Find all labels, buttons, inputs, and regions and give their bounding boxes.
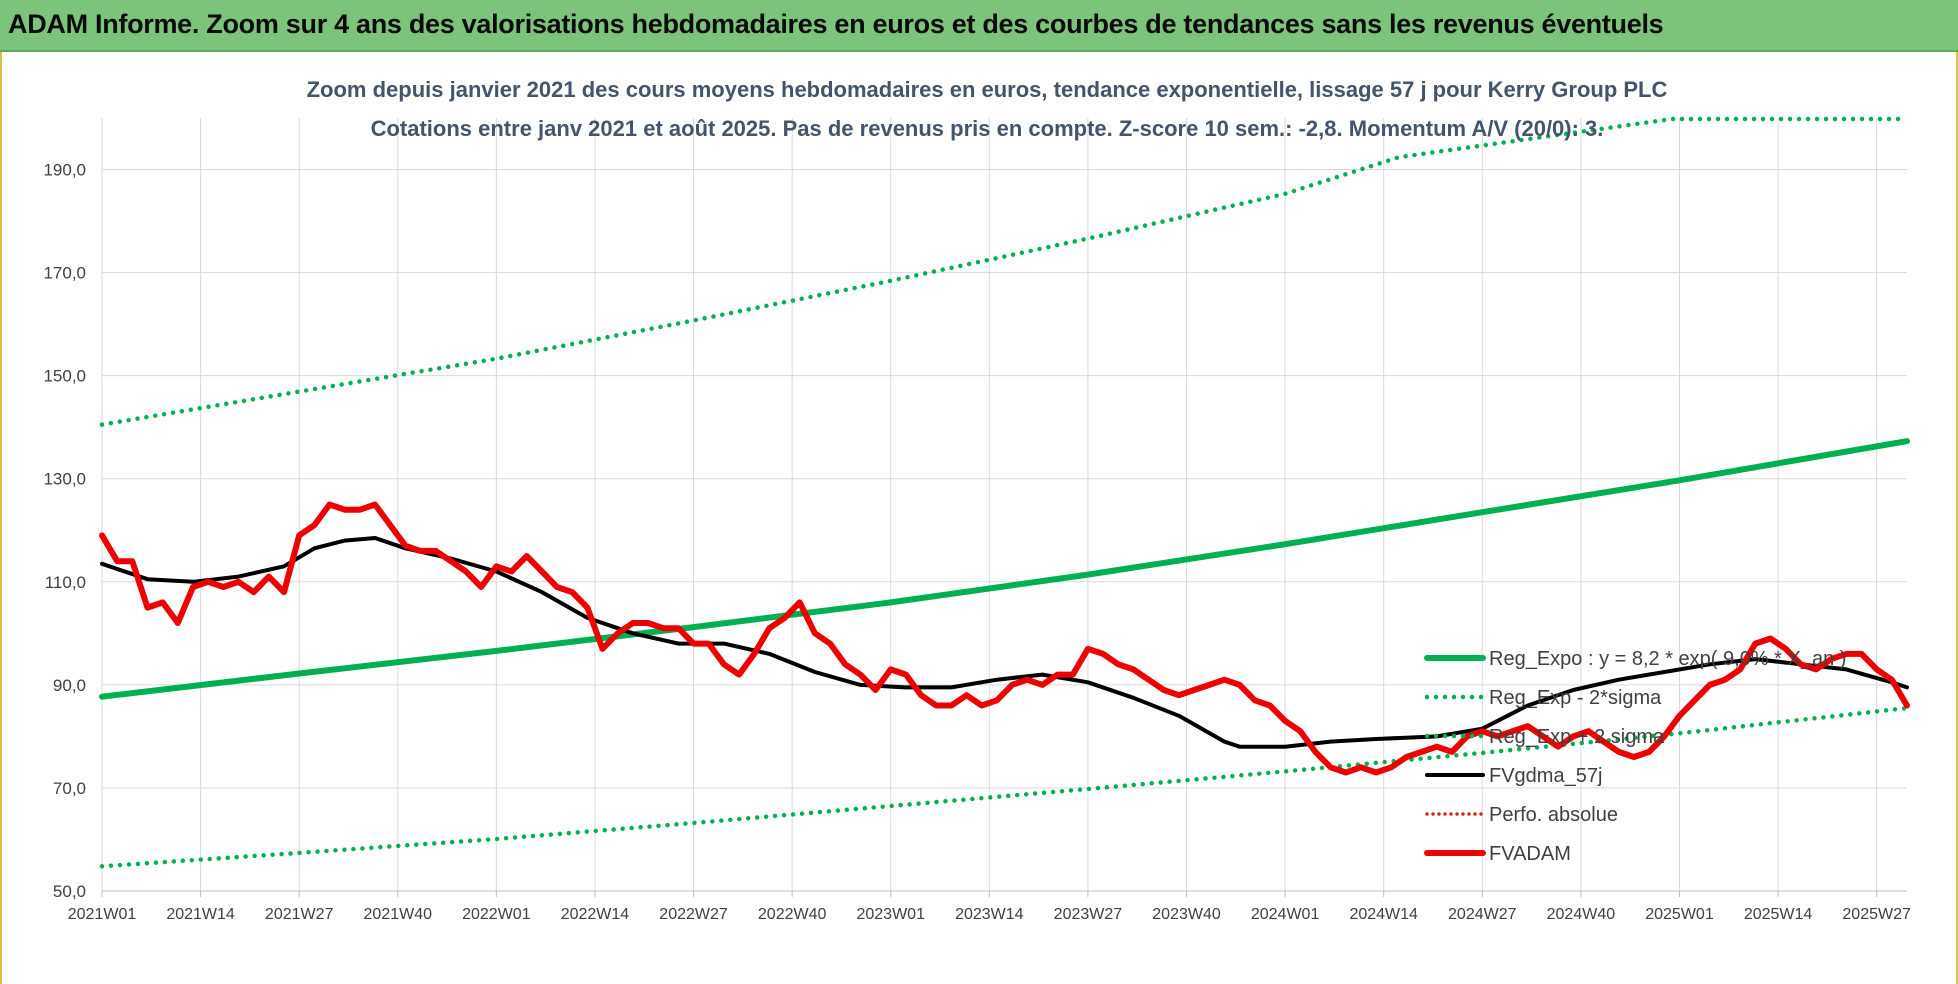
x-tick-label: 2022W27 (659, 906, 728, 923)
chart-title-line-1: Zoom depuis janvier 2021 des cours moyen… (307, 77, 1668, 102)
legend-label: Reg_Exp + 2 sigma (1489, 726, 1665, 748)
legend-label: Reg_Exp - 2*sigma (1489, 687, 1662, 709)
y-tick-label: 150,0 (43, 367, 86, 386)
x-tick-label: 2021W40 (364, 906, 433, 923)
legend-label: Perfo. absolue (1489, 804, 1618, 826)
series-line-4 (100, 536, 1909, 749)
y-axis-tick-labels: 50,0 70,0 90,0 110,0 130,0 150,0 170,0 190,0 (43, 161, 86, 901)
x-tick-label: 2025W01 (1645, 906, 1714, 923)
y-tick-label: 170,0 (43, 264, 86, 283)
x-tick-label: 2022W01 (462, 906, 531, 923)
series-line-2 (99, 705, 1910, 869)
y-tick-label: 50,0 (53, 882, 86, 901)
x-tick-label: 2021W27 (265, 906, 334, 923)
chart-title-line-2: Cotations entre janv 2021 et août 2025. … (371, 116, 1604, 141)
series-line-3 (99, 116, 1910, 427)
x-tick-label: 2024W01 (1251, 906, 1320, 923)
series-line-1 (99, 438, 1910, 700)
x-tick-label: 2021W14 (166, 906, 235, 923)
y-tick-label: 190,0 (43, 161, 86, 180)
x-tick-label: 2022W14 (561, 906, 630, 923)
report-banner: ADAM Informe. Zoom sur 4 ans des valoris… (0, 0, 1958, 52)
y-tick-label: 110,0 (45, 573, 86, 592)
series-line-5 (99, 501, 1910, 776)
x-axis-tick-labels: 2021W01 2021W14 2021W27 2021W40 2022W01 2022W… (68, 906, 1911, 923)
legend-label: FVADAM (1489, 843, 1571, 865)
x-tick-label: 2023W27 (1054, 906, 1123, 923)
y-tick-label: 130,0 (43, 470, 86, 489)
x-tick-label: 2023W40 (1152, 906, 1221, 923)
report-title: ADAM Informe. Zoom sur 4 ans des valoris… (8, 9, 1664, 39)
line-chart: 50,0 70,0 90,0 110,0 130,0 150,0 170,0 190,0 20… (43, 77, 1911, 923)
legend-label: FVgdma_57j (1489, 765, 1602, 787)
y-tick-label: 70,0 (53, 779, 86, 798)
x-tick-label: 2021W01 (68, 906, 137, 923)
x-tick-label: 2023W14 (955, 906, 1024, 923)
chart-legend: Reg_Expo : y = 8,2 * exp( 9,0% * X_an ) R… (1424, 648, 1846, 865)
x-tick-label: 2024W40 (1547, 906, 1616, 923)
x-tick-label: 2023W01 (856, 906, 925, 923)
x-tick-label: 2025W27 (1842, 906, 1911, 923)
y-tick-label: 90,0 (53, 676, 86, 695)
x-tick-label: 2022W40 (758, 906, 827, 923)
x-tick-label: 2024W27 (1448, 906, 1517, 923)
chart-frame: 50,0 70,0 90,0 110,0 130,0 150,0 170,0 190,0 20… (0, 52, 1958, 984)
x-tick-label: 2024W14 (1349, 906, 1418, 923)
series-layer (99, 116, 1910, 869)
legend-label: Reg_Expo : y = 8,2 * exp( 9,0% * X_an ) (1489, 648, 1846, 670)
x-tick-label: 2025W14 (1744, 906, 1813, 923)
